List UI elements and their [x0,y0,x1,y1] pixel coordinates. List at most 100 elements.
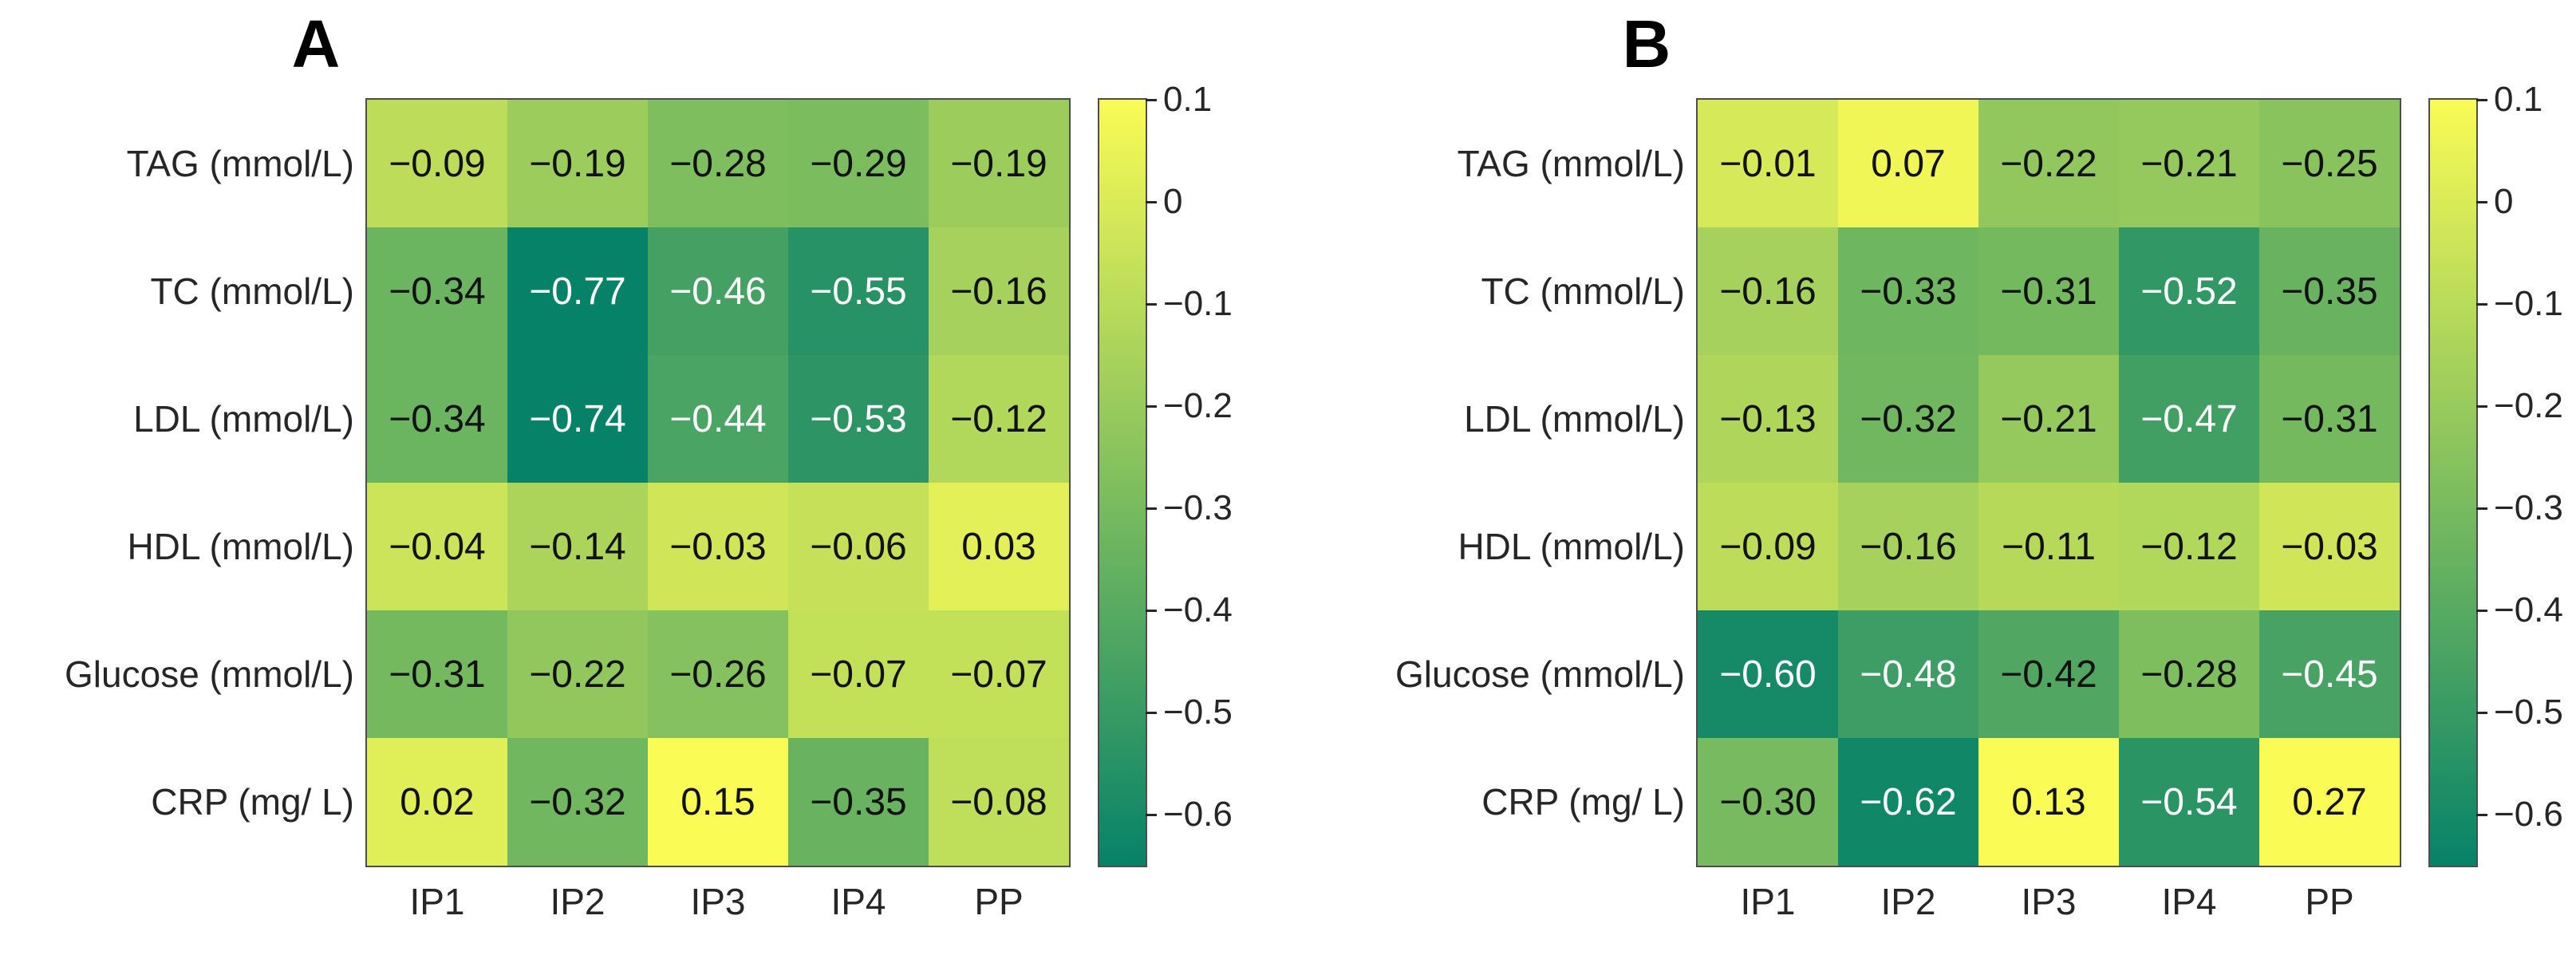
heatmap-cell: −0.07 [929,610,1069,738]
heatmap-cell: −0.07 [788,610,929,738]
cell-value: −0.08 [950,780,1047,823]
colorbar-tick-label: 0.1 [1163,80,1213,119]
heatmap-cell: −0.04 [367,483,507,610]
column-label: PP [974,881,1024,922]
row-label: Glucose (mmol/L) [65,653,354,695]
cell-value: −0.16 [1719,270,1817,313]
heatmap-cell: 0.15 [648,738,788,866]
colorbar-tick-label: −0.2 [1163,386,1233,425]
cell-value: −0.13 [1719,397,1817,440]
heatmap-cell: −0.44 [648,355,788,483]
colorbar-tick [2476,507,2487,510]
heatmap-cell: −0.31 [1978,227,2119,355]
cell-value: −0.09 [389,142,486,185]
heatmap-cell: −0.52 [2119,227,2259,355]
column-label: IP4 [830,881,886,922]
cell-value: −0.44 [669,397,767,440]
heatmap-cell: −0.35 [2259,227,2400,355]
row-label: TAG (mmol/L) [126,143,354,184]
row-label: CRP (mg/ L) [151,781,354,823]
cell-value: −0.46 [669,270,767,313]
heatmap-cell: −0.14 [507,483,648,610]
column-label: IP4 [2161,881,2217,922]
cell-value: −0.33 [1860,270,1957,313]
column-label: IP3 [690,881,746,922]
cell-value: −0.14 [529,525,626,568]
heatmap-cell: −0.16 [1838,483,1978,610]
row-label: TC (mmol/L) [1481,270,1685,312]
heatmap-cell: −0.03 [648,483,788,610]
heatmap-cell: −0.53 [788,355,929,483]
heatmap-cell: −0.31 [2259,355,2400,483]
colorbar-tick [2476,610,2487,612]
cell-value: −0.31 [389,653,486,696]
heatmap-cell: −0.45 [2259,610,2400,738]
cell-value: −0.06 [810,525,907,568]
colorbar-tick-label: −0.3 [1163,488,1233,527]
heatmap-cell: −0.42 [1978,610,2119,738]
colorbar-tick [2476,814,2487,816]
heatmap-cell: 0.07 [1838,100,1978,227]
cell-value: −0.12 [950,397,1047,440]
cell-value: −0.09 [1719,525,1817,568]
colorbar-tick [2476,405,2487,408]
cell-value: −0.29 [810,142,907,185]
cell-value: −0.62 [1860,780,1957,823]
cell-value: −0.34 [389,397,486,440]
cell-value: −0.26 [669,653,767,696]
cell-value: 0.13 [2011,780,2086,823]
cell-value: −0.12 [2140,525,2238,568]
heatmap-cell: −0.01 [1698,100,1838,227]
heatmap-cell: −0.60 [1698,610,1838,738]
cell-value: −0.28 [669,142,767,185]
colorbar-tick [1146,814,1157,816]
heatmap-cell: −0.34 [367,355,507,483]
colorbar-tick [1146,507,1157,510]
heatmap-cell: −0.74 [507,355,648,483]
colorbar-tick-label: −0.3 [2494,488,2563,527]
cell-value: −0.03 [2281,525,2378,568]
heatmap-cell: −0.28 [648,100,788,227]
colorbar-tick-label: −0.5 [1163,693,1233,732]
cell-value: −0.19 [529,142,626,185]
column-label: IP2 [1880,881,1936,922]
heatmap-cell: −0.77 [507,227,648,355]
cell-value: 0.02 [400,780,475,823]
heatmap-cell: −0.16 [1698,227,1838,355]
cell-value: −0.11 [2002,525,2096,568]
heatmap-grid: −0.01 0.07 −0.22 −0.21 −0.25 −0.16 −0.33 −0.31−… [1696,98,2401,867]
colorbar [2428,98,2478,867]
heatmap-cell: −0.21 [2119,100,2259,227]
cell-value: −0.22 [2000,142,2097,185]
row-label: TC (mmol/L) [150,270,354,312]
row-label: Glucose (mmol/L) [1395,653,1685,695]
colorbar-tick-label: −0.4 [2494,590,2563,629]
cell-value: 0.27 [2292,780,2367,823]
cell-value: 0.03 [961,525,1036,568]
colorbar-tick-label: 0.1 [2494,80,2543,119]
heatmap-cell: −0.09 [1698,483,1838,610]
cell-value: −0.34 [389,270,486,313]
cell-value: −0.19 [950,142,1047,185]
cell-value: −0.03 [669,525,767,568]
cell-value: −0.07 [810,653,907,696]
colorbar-tick [1146,303,1157,306]
row-label: LDL (mmol/L) [1464,398,1685,440]
heatmap-cell: −0.06 [788,483,929,610]
heatmap-cell: 0.03 [929,483,1069,610]
cell-value: −0.35 [810,780,907,823]
heatmap-cell: −0.22 [1978,100,2119,227]
heatmap-grid: −0.09 −0.19 −0.28 −0.29 −0.19 −0.34 −0.77 −0.46… [365,98,1071,867]
colorbar-tick [1146,99,1157,101]
heatmap-cell: −0.35 [788,738,929,866]
row-label: HDL (mmol/L) [1458,526,1685,567]
panel-a-title: A [291,6,341,81]
heatmap-cell: −0.09 [367,100,507,227]
cell-value: −0.32 [1860,397,1957,440]
row-label: TAG (mmol/L) [1457,143,1685,184]
row-label: LDL (mmol/L) [133,398,354,440]
cell-value: −0.47 [2140,397,2238,440]
heatmap-cell: −0.16 [929,227,1069,355]
heatmap-cell: −0.46 [648,227,788,355]
